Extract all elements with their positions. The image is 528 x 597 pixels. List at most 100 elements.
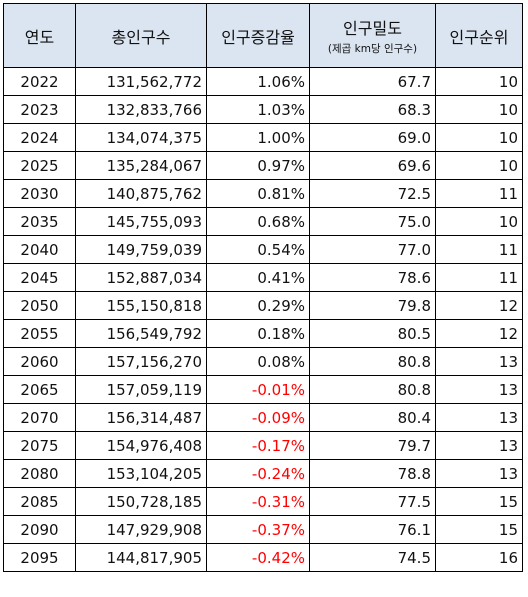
cell-growth-rate: 0.18%: [206, 319, 310, 348]
cell-growth-rate: 0.81%: [206, 179, 310, 208]
cell-total-population: 150,728,185: [75, 487, 207, 516]
cell-total-population: 155,150,818: [75, 291, 207, 320]
cell-year: 2050: [3, 291, 76, 320]
cell-rank: 16: [435, 543, 523, 572]
cell-growth-rate: 0.68%: [206, 207, 310, 236]
cell-density: 69.6: [309, 151, 436, 180]
cell-year: 2040: [3, 235, 76, 264]
table-row: 2065 157,059,119 -0.01% 80.8 13: [3, 375, 523, 404]
cell-rank: 10: [435, 123, 523, 152]
cell-total-population: 149,759,039: [75, 235, 207, 264]
cell-growth-rate: 1.03%: [206, 95, 310, 124]
header-total-population: 총인구수: [75, 3, 207, 68]
cell-growth-rate: 0.54%: [206, 235, 310, 264]
cell-density: 72.5: [309, 179, 436, 208]
cell-rank: 10: [435, 95, 523, 124]
cell-growth-rate: -0.01%: [206, 375, 310, 404]
cell-density: 80.8: [309, 375, 436, 404]
header-year: 연도: [3, 3, 76, 68]
cell-density: 67.7: [309, 67, 436, 96]
header-rank: 인구순위: [435, 3, 523, 68]
table-row: 2035 145,755,093 0.68% 75.0 10: [3, 207, 523, 236]
cell-density: 80.8: [309, 347, 436, 376]
cell-rank: 13: [435, 347, 523, 376]
cell-year: 2022: [3, 67, 76, 96]
cell-growth-rate: -0.17%: [206, 431, 310, 460]
table-row: 2024 134,074,375 1.00% 69.0 10: [3, 123, 523, 152]
cell-rank: 11: [435, 179, 523, 208]
cell-total-population: 157,156,270: [75, 347, 207, 376]
cell-total-population: 154,976,408: [75, 431, 207, 460]
cell-total-population: 140,875,762: [75, 179, 207, 208]
cell-density: 78.8: [309, 459, 436, 488]
table-row: 2080 153,104,205 -0.24% 78.8 13: [3, 459, 523, 488]
cell-growth-rate: -0.31%: [206, 487, 310, 516]
cell-growth-rate: 1.06%: [206, 67, 310, 96]
cell-year: 2095: [3, 543, 76, 572]
cell-total-population: 145,755,093: [75, 207, 207, 236]
cell-total-population: 134,074,375: [75, 123, 207, 152]
cell-rank: 13: [435, 403, 523, 432]
table-row: 2023 132,833,766 1.03% 68.3 10: [3, 95, 523, 124]
cell-density: 80.5: [309, 319, 436, 348]
cell-total-population: 147,929,908: [75, 515, 207, 544]
cell-growth-rate: -0.42%: [206, 543, 310, 572]
cell-density: 76.1: [309, 515, 436, 544]
header-density-label: 인구밀도: [343, 19, 402, 38]
cell-year: 2080: [3, 459, 76, 488]
header-growth-rate: 인구증감율: [206, 3, 310, 68]
cell-total-population: 156,314,487: [75, 403, 207, 432]
cell-total-population: 153,104,205: [75, 459, 207, 488]
cell-growth-rate: 0.97%: [206, 151, 310, 180]
cell-density: 69.0: [309, 123, 436, 152]
cell-density: 78.6: [309, 263, 436, 292]
cell-density: 74.5: [309, 543, 436, 572]
cell-growth-rate: 0.08%: [206, 347, 310, 376]
cell-total-population: 152,887,034: [75, 263, 207, 292]
table-row: 2085 150,728,185 -0.31% 77.5 15: [3, 487, 523, 516]
header-density-sub: (제곱 km당 인구수): [327, 43, 418, 55]
cell-rank: 10: [435, 67, 523, 96]
cell-year: 2023: [3, 95, 76, 124]
cell-growth-rate: 0.41%: [206, 263, 310, 292]
cell-density: 77.0: [309, 235, 436, 264]
cell-rank: 11: [435, 263, 523, 292]
cell-year: 2025: [3, 151, 76, 180]
cell-year: 2090: [3, 515, 76, 544]
cell-year: 2055: [3, 319, 76, 348]
cell-year: 2045: [3, 263, 76, 292]
table-row: 2070 156,314,487 -0.09% 80.4 13: [3, 403, 523, 432]
cell-rank: 15: [435, 515, 523, 544]
cell-year: 2065: [3, 375, 76, 404]
header-density: 인구밀도 (제곱 km당 인구수): [309, 3, 436, 68]
cell-year: 2024: [3, 123, 76, 152]
population-table: 연도 총인구수 인구증감율 인구밀도 (제곱 km당 인구수) 인구순위 202…: [3, 3, 523, 572]
cell-rank: 13: [435, 375, 523, 404]
cell-rank: 15: [435, 487, 523, 516]
table-row: 2025 135,284,067 0.97% 69.6 10: [3, 151, 523, 180]
table-row: 2090 147,929,908 -0.37% 76.1 15: [3, 515, 523, 544]
cell-rank: 11: [435, 235, 523, 264]
cell-density: 79.8: [309, 291, 436, 320]
cell-total-population: 131,562,772: [75, 67, 207, 96]
cell-density: 77.5: [309, 487, 436, 516]
cell-growth-rate: -0.24%: [206, 459, 310, 488]
cell-growth-rate: 1.00%: [206, 123, 310, 152]
cell-rank: 12: [435, 319, 523, 348]
table-row: 2045 152,887,034 0.41% 78.6 11: [3, 263, 523, 292]
cell-density: 68.3: [309, 95, 436, 124]
cell-total-population: 132,833,766: [75, 95, 207, 124]
cell-year: 2030: [3, 179, 76, 208]
cell-total-population: 135,284,067: [75, 151, 207, 180]
cell-total-population: 157,059,119: [75, 375, 207, 404]
cell-rank: 10: [435, 151, 523, 180]
cell-growth-rate: 0.29%: [206, 291, 310, 320]
cell-year: 2035: [3, 207, 76, 236]
cell-growth-rate: -0.37%: [206, 515, 310, 544]
cell-rank: 10: [435, 207, 523, 236]
cell-density: 75.0: [309, 207, 436, 236]
table-row: 2050 155,150,818 0.29% 79.8 12: [3, 291, 523, 320]
table-row: 2030 140,875,762 0.81% 72.5 11: [3, 179, 523, 208]
cell-year: 2070: [3, 403, 76, 432]
cell-density: 80.4: [309, 403, 436, 432]
